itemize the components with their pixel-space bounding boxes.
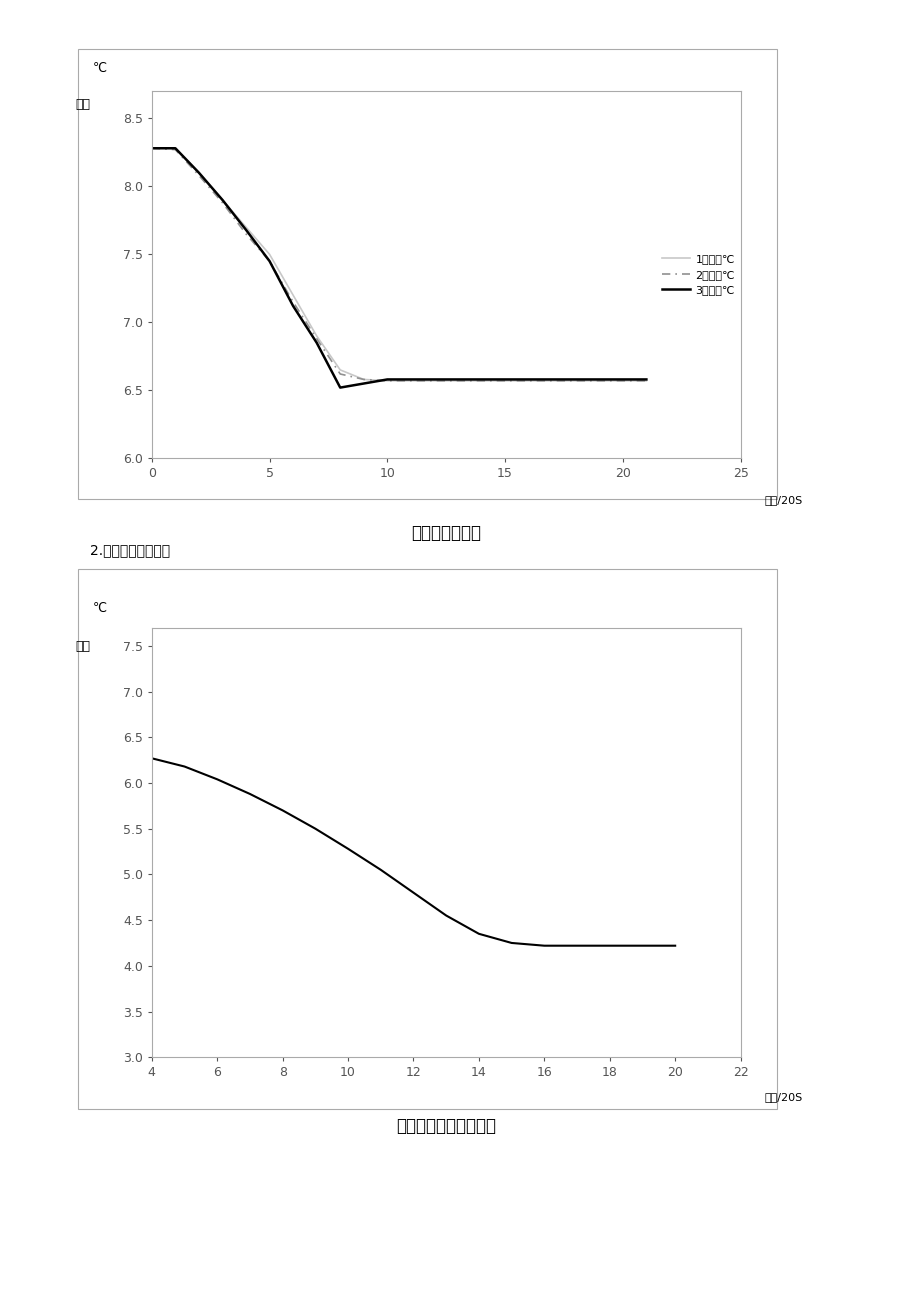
1温度：℃ xyxy=(405,372,416,388)
3温度：℃ xyxy=(593,371,604,387)
Line: 3温度：℃: 3温度：℃ xyxy=(152,148,646,388)
2温度：℃ xyxy=(523,372,534,388)
Text: 环己烷冷却曲线: 环己烷冷却曲线 xyxy=(411,525,481,543)
2温度：℃ xyxy=(170,142,181,158)
1温度：℃ xyxy=(641,372,652,388)
3温度：℃ xyxy=(217,193,228,208)
1温度：℃ xyxy=(240,219,251,234)
Text: ℃: ℃ xyxy=(93,602,107,615)
3温度：℃ xyxy=(617,371,628,387)
1温度：℃ xyxy=(523,372,534,388)
2温度：℃ xyxy=(240,227,251,242)
3温度：℃ xyxy=(357,376,369,392)
1温度：℃ xyxy=(217,193,228,208)
1温度：℃ xyxy=(264,246,275,262)
3温度：℃ xyxy=(288,298,299,314)
3温度：℃ xyxy=(311,335,322,350)
1温度：℃ xyxy=(475,372,486,388)
2温度：℃ xyxy=(193,168,204,184)
1温度：℃ xyxy=(170,141,181,156)
3温度：℃ xyxy=(405,371,416,387)
3温度：℃ xyxy=(475,371,486,387)
Text: ℃: ℃ xyxy=(93,61,107,74)
1温度：℃ xyxy=(617,372,628,388)
3温度：℃ xyxy=(641,371,652,387)
2温度：℃ xyxy=(641,372,652,388)
2温度：℃ xyxy=(546,372,557,388)
2温度：℃ xyxy=(405,372,416,388)
1温度：℃ xyxy=(193,165,204,181)
2温度：℃ xyxy=(475,372,486,388)
2温度：℃ xyxy=(335,366,346,381)
1温度：℃ xyxy=(570,372,581,388)
2温度：℃ xyxy=(264,254,275,270)
Text: 时间/20S: 时间/20S xyxy=(764,1091,801,1101)
1温度：℃ xyxy=(381,372,392,388)
3温度：℃ xyxy=(146,141,157,156)
3温度：℃ xyxy=(335,380,346,396)
1温度：℃ xyxy=(335,362,346,378)
Line: 2温度：℃: 2温度：℃ xyxy=(152,148,646,380)
1温度：℃ xyxy=(452,372,463,388)
2温度：℃ xyxy=(499,372,510,388)
2温度：℃ xyxy=(570,372,581,388)
3温度：℃ xyxy=(428,371,439,387)
Text: 加奔后环己烷冷却曲线: 加奔后环己烷冷却曲线 xyxy=(396,1117,495,1135)
1温度：℃ xyxy=(357,371,369,387)
2温度：℃ xyxy=(617,372,628,388)
3温度：℃ xyxy=(499,371,510,387)
Line: 1温度：℃: 1温度：℃ xyxy=(152,148,646,380)
2温度：℃ xyxy=(452,372,463,388)
2温度：℃ xyxy=(288,294,299,310)
3温度：℃ xyxy=(452,371,463,387)
2温度：℃ xyxy=(593,372,604,388)
3温度：℃ xyxy=(570,371,581,387)
3温度：℃ xyxy=(264,254,275,270)
2温度：℃ xyxy=(217,195,228,211)
3温度：℃ xyxy=(170,141,181,156)
Text: 2.作出加奔冷却曲线: 2.作出加奔冷却曲线 xyxy=(90,543,170,557)
2温度：℃ xyxy=(357,371,369,387)
1温度：℃ xyxy=(146,141,157,156)
Text: 时间/20S: 时间/20S xyxy=(764,495,801,505)
Text: 温度: 温度 xyxy=(75,99,90,112)
2温度：℃ xyxy=(146,141,157,156)
Legend: 1温度：℃, 2温度：℃, 3温度：℃: 1温度：℃, 2温度：℃, 3温度：℃ xyxy=(662,254,734,296)
1温度：℃ xyxy=(311,328,322,344)
1温度：℃ xyxy=(499,372,510,388)
3温度：℃ xyxy=(546,371,557,387)
2温度：℃ xyxy=(381,372,392,388)
2温度：℃ xyxy=(428,372,439,388)
3温度：℃ xyxy=(523,371,534,387)
1温度：℃ xyxy=(288,288,299,303)
1温度：℃ xyxy=(593,372,604,388)
3温度：℃ xyxy=(240,223,251,238)
2温度：℃ xyxy=(311,331,322,346)
3温度：℃ xyxy=(381,371,392,387)
Text: 温度: 温度 xyxy=(75,641,90,654)
1温度：℃ xyxy=(428,372,439,388)
3温度：℃ xyxy=(193,165,204,181)
1温度：℃ xyxy=(546,372,557,388)
